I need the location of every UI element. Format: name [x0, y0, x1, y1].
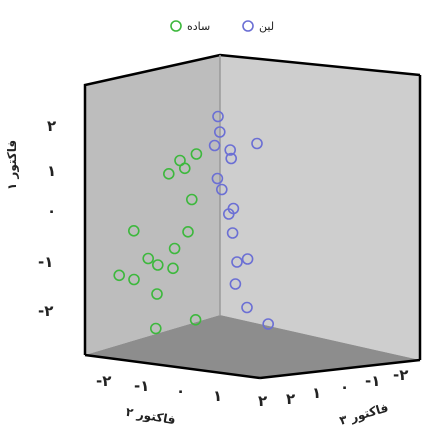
- data-point-simple: [168, 242, 181, 255]
- x-tick-label: -۲: [96, 372, 111, 390]
- y-tick-label: -۲: [393, 366, 408, 384]
- legend-marker-simple: [170, 20, 182, 32]
- data-point-lin: [208, 139, 221, 152]
- x-tick-label: -۱: [134, 377, 149, 395]
- x-tick-label: ۱: [213, 387, 222, 405]
- x-axis-title: فاکتور ۲: [125, 405, 177, 428]
- legend-marker-lin: [242, 20, 254, 32]
- y-tick-label: ۲: [286, 390, 295, 408]
- legend-label-lin: لین: [259, 20, 274, 33]
- data-point-lin: [216, 183, 228, 196]
- data-point-simple: [128, 225, 140, 237]
- data-point-simple: [190, 148, 203, 160]
- data-point-lin: [227, 202, 240, 215]
- data-point-lin: [231, 256, 243, 268]
- data-points: [113, 110, 275, 335]
- data-point-simple: [142, 252, 154, 265]
- z-tick-label: ۲: [47, 117, 56, 135]
- x-axis-ticks: -۲ -۱ ۰ ۱ ۲: [96, 372, 267, 410]
- box-edge-bottom-front: [84, 353, 261, 380]
- data-point-simple: [167, 262, 179, 275]
- y-tick-label: ۰: [340, 378, 349, 396]
- z-axis-ticks: ۲ ۱ ۰ -۱ -۲: [38, 117, 56, 320]
- back-wall-right: [220, 55, 420, 360]
- x-tick-label: ۲: [258, 392, 267, 410]
- legend-label-simple: ساده: [187, 20, 210, 33]
- data-point-simple: [128, 273, 140, 286]
- z-axis-title: فاکتور ۱: [5, 140, 20, 190]
- data-point-lin: [226, 227, 239, 239]
- floor: [85, 315, 420, 378]
- data-point-lin: [251, 137, 263, 150]
- data-point-lin: [224, 144, 236, 156]
- box-edge-bottom-right: [259, 358, 421, 380]
- z-tick-label: -۱: [38, 253, 53, 271]
- y-axis-ticks: ۲ ۱ ۰ -۱ -۲: [286, 366, 408, 408]
- z-tick-label: ۱: [47, 162, 56, 180]
- data-point-simple: [163, 168, 175, 180]
- data-point-lin: [212, 110, 224, 123]
- data-point-lin: [214, 126, 226, 138]
- y-tick-label: ۱: [312, 384, 321, 402]
- data-point-lin: [241, 253, 254, 265]
- box-edge-left: [83, 53, 421, 355]
- data-point-simple: [182, 226, 194, 238]
- z-tick-label: ۰: [47, 202, 56, 220]
- data-point-lin: [225, 152, 237, 165]
- y-axis-title: فاکتور ۳: [338, 401, 390, 429]
- x-tick-label: ۰: [176, 382, 185, 400]
- data-point-simple: [151, 288, 163, 300]
- data-point-simple: [113, 269, 125, 282]
- data-point-lin: [241, 301, 253, 314]
- data-point-simple: [152, 259, 164, 271]
- data-point-simple: [186, 193, 198, 206]
- data-point-lin: [262, 318, 275, 330]
- data-point-lin: [211, 172, 224, 185]
- data-point-simple: [179, 162, 191, 175]
- data-point-simple: [189, 313, 202, 326]
- data-point-simple: [150, 322, 162, 335]
- y-tick-label: -۱: [365, 372, 380, 390]
- data-point-lin: [229, 278, 242, 290]
- legend: ساده لین: [170, 20, 274, 33]
- z-tick-label: -۲: [38, 302, 53, 320]
- back-wall-left: [85, 55, 220, 355]
